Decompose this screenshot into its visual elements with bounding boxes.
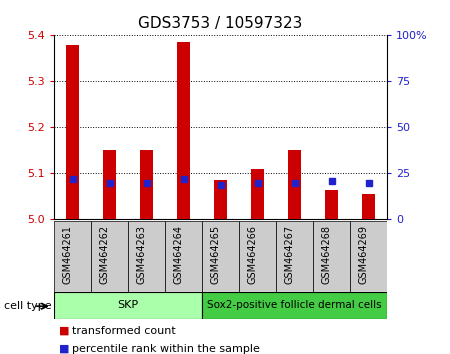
Bar bbox=[313, 221, 350, 292]
Bar bbox=[128, 221, 165, 292]
Bar bbox=[288, 150, 301, 219]
Text: GSM464265: GSM464265 bbox=[211, 225, 220, 284]
Bar bbox=[202, 292, 387, 319]
Text: GSM464266: GSM464266 bbox=[248, 225, 257, 284]
Bar bbox=[325, 189, 338, 219]
Text: GSM464264: GSM464264 bbox=[174, 225, 184, 284]
Text: GSM464267: GSM464267 bbox=[284, 225, 294, 284]
Bar bbox=[103, 150, 116, 219]
Text: GSM464262: GSM464262 bbox=[99, 225, 109, 284]
Bar bbox=[362, 194, 375, 219]
Bar bbox=[177, 42, 190, 219]
Text: percentile rank within the sample: percentile rank within the sample bbox=[72, 344, 260, 354]
Text: GSM464261: GSM464261 bbox=[63, 225, 72, 284]
Text: GSM464269: GSM464269 bbox=[359, 225, 369, 284]
Bar bbox=[66, 45, 79, 219]
Bar bbox=[54, 292, 202, 319]
Text: GSM464268: GSM464268 bbox=[321, 225, 332, 284]
Text: ■: ■ bbox=[58, 344, 69, 354]
Bar bbox=[165, 221, 202, 292]
Text: ■: ■ bbox=[58, 326, 69, 336]
Text: cell type: cell type bbox=[4, 301, 52, 311]
Bar bbox=[276, 221, 313, 292]
Bar bbox=[214, 181, 227, 219]
Bar bbox=[239, 221, 276, 292]
Text: SKP: SKP bbox=[117, 300, 139, 310]
Bar bbox=[91, 221, 128, 292]
Bar bbox=[54, 221, 91, 292]
Bar bbox=[251, 169, 264, 219]
Bar bbox=[202, 221, 239, 292]
Text: transformed count: transformed count bbox=[72, 326, 176, 336]
Text: GSM464263: GSM464263 bbox=[136, 225, 147, 284]
Bar bbox=[140, 150, 153, 219]
Text: Sox2-positive follicle dermal cells: Sox2-positive follicle dermal cells bbox=[207, 300, 382, 310]
Bar bbox=[350, 221, 387, 292]
Title: GDS3753 / 10597323: GDS3753 / 10597323 bbox=[138, 16, 303, 32]
